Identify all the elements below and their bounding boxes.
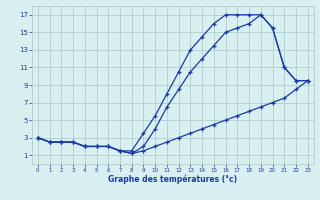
X-axis label: Graphe des températures (°c): Graphe des températures (°c) (108, 175, 237, 184)
